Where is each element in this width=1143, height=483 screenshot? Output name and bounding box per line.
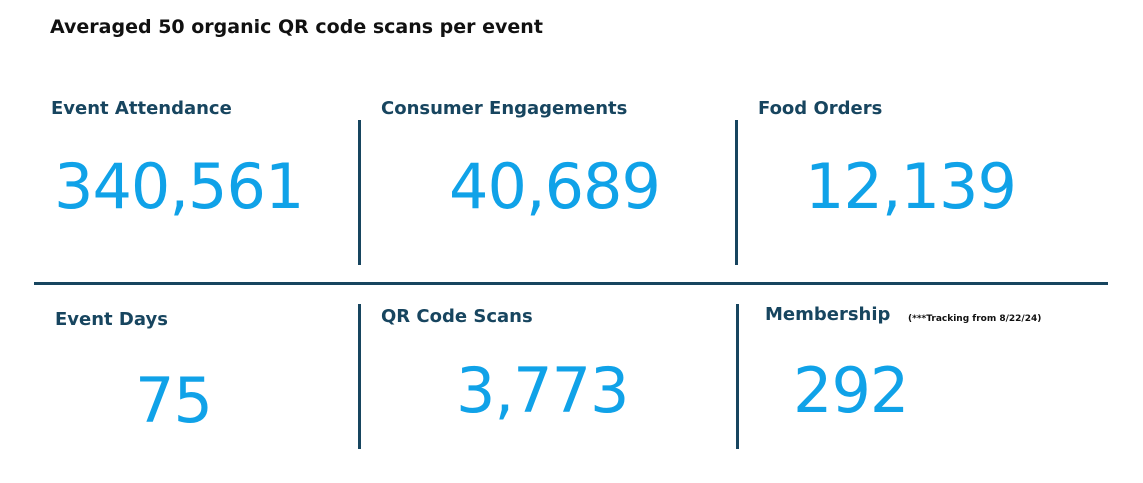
consumer-engagements-value: 40,689 [449,150,661,223]
food-orders-label: Food Orders [758,98,883,119]
membership-value: 292 [793,354,909,427]
food-orders-value: 12,139 [805,150,1017,223]
vertical-divider [358,120,361,265]
event-days-label: Event Days [55,309,168,330]
qr-code-scans-label: QR Code Scans [381,306,533,327]
horizontal-divider [34,282,1108,285]
vertical-divider [735,120,738,265]
membership-label: Membership [765,304,891,325]
consumer-engagements-label: Consumer Engagements [381,98,628,119]
vertical-divider [358,304,361,449]
vertical-divider [736,304,739,449]
page-headline: Averaged 50 organic QR code scans per ev… [50,16,543,38]
membership-tracking-note: (***Tracking from 8/22/24) [908,314,1042,324]
event-attendance-value: 340,561 [54,150,304,223]
event-days-value: 75 [135,364,213,437]
qr-code-scans-value: 3,773 [456,354,629,427]
event-attendance-label: Event Attendance [51,98,232,119]
